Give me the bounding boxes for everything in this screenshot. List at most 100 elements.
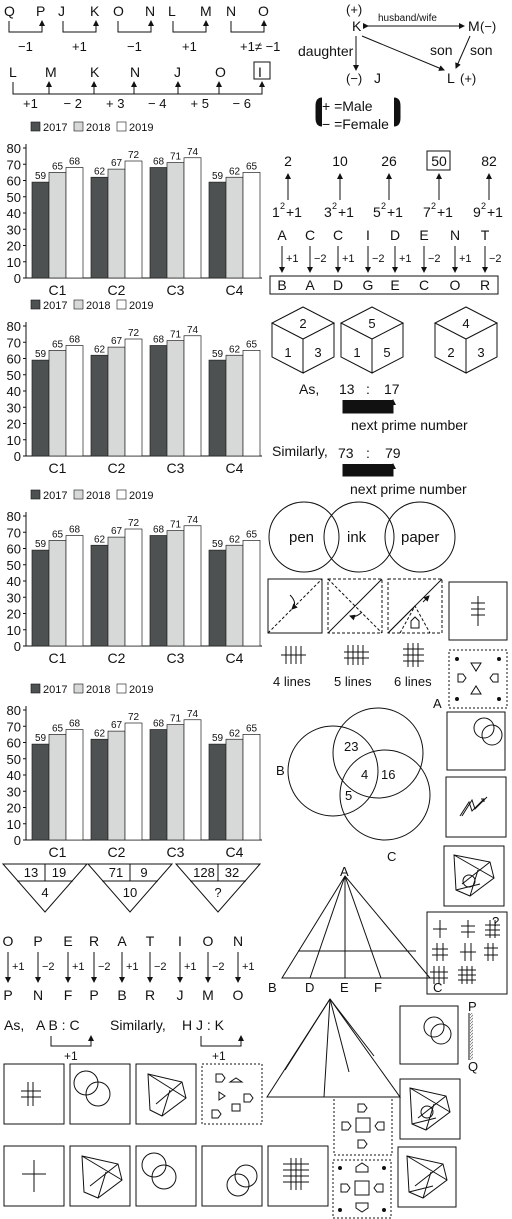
legend-female: − =Female: [322, 116, 389, 132]
k-sign: (+): [346, 2, 362, 17]
shift-label: − 4: [148, 96, 166, 111]
bar: [208, 743, 227, 841]
series-base: 7: [423, 204, 431, 220]
bar-value-label: 65: [52, 529, 64, 540]
series-plus: +1: [286, 204, 302, 220]
bar: [65, 535, 84, 647]
code2-bottom-letter: J: [177, 987, 184, 1003]
bar: [225, 738, 244, 841]
legend-label: 2017: [43, 300, 67, 312]
shift-label: + 5: [191, 96, 209, 111]
code-top-letter: E: [419, 227, 428, 243]
bar-value-label: 59: [35, 349, 47, 360]
legend-swatch: [73, 489, 84, 500]
y-tick-label: 50: [7, 368, 21, 383]
x-tick-label: C1: [49, 460, 67, 476]
cube: 21 3: [270, 306, 336, 374]
tally-6-lines: [403, 643, 424, 667]
prime-c: 73: [338, 445, 354, 461]
triangle-top-right: 32: [225, 865, 239, 880]
shift-arrow: [133, 81, 181, 95]
sequence-letter: O: [215, 64, 226, 80]
cube-face-top: 2: [299, 316, 306, 331]
bar: [31, 181, 50, 279]
legend-label: 2018: [86, 684, 110, 696]
series-plus: +1: [387, 204, 403, 220]
bar-value-label: 68: [69, 525, 81, 536]
code-bottom-letter: C: [419, 277, 429, 293]
similarly-label: Similarly,: [272, 443, 328, 459]
bar: [166, 530, 185, 647]
bar-value-label: 65: [52, 339, 64, 350]
y-tick-label: 40: [7, 574, 21, 589]
x-tick-label: C4: [226, 844, 244, 860]
bar-value-label: 67: [111, 720, 123, 731]
son-arrow-k: [361, 35, 445, 71]
prime-d: 79: [385, 445, 401, 461]
colon-2: :: [366, 445, 370, 461]
code2-op: +1: [242, 961, 255, 973]
bar: [208, 181, 227, 279]
series-plus: +1: [437, 204, 453, 220]
bar-value-label: 65: [52, 161, 64, 172]
sequence-letter: L: [9, 64, 17, 80]
code-bottom-letter: E: [390, 277, 399, 293]
x-tick-label: C4: [226, 650, 244, 666]
y-tick-label: 0: [14, 639, 21, 654]
tri-label-e: E: [340, 980, 349, 995]
bar-value-label: 68: [153, 525, 165, 536]
code-op: +1: [459, 253, 472, 265]
analogy-similarly: Similarly,: [110, 1017, 166, 1033]
triangle-top-left: 71: [109, 865, 123, 880]
bar: [242, 540, 261, 647]
bar: [149, 729, 168, 841]
bar-value-label: 65: [246, 161, 258, 172]
code2-op: +1: [126, 961, 139, 973]
legend-label: 2017: [43, 490, 67, 502]
shift-arrow: [230, 20, 267, 33]
y-tick-label: 0: [14, 271, 21, 286]
y-tick-label: 50: [7, 752, 21, 767]
paper-folding: [267, 578, 443, 634]
y-tick-label: 20: [7, 417, 21, 432]
bar-value-label: 71: [170, 520, 182, 531]
embedded-triangle-figure: [266, 998, 401, 1098]
bar-value-label: 62: [229, 534, 241, 545]
series-base: 9: [473, 204, 481, 220]
y-tick-label: 70: [7, 335, 21, 350]
next-prime-note-1: next prime number: [351, 417, 468, 433]
bar: [208, 549, 227, 647]
x-tick-label: C2: [108, 282, 126, 298]
family-tree: (+) K M (−) husband/wife daughter son so…: [298, 2, 496, 132]
code-mapping-acident: A+1BC−2AC+1DI−2GD+1EE−2CN+1OT−2R: [269, 227, 502, 295]
bar-value-label: 68: [69, 335, 81, 346]
y-tick-label: 70: [7, 157, 21, 172]
bar-value-label: 72: [128, 328, 140, 339]
bar: [31, 743, 50, 841]
series-value: 82: [481, 153, 497, 169]
series-plus: +1: [487, 204, 503, 220]
code2-top-letter: O: [203, 933, 214, 949]
answer-figures-right: [332, 581, 508, 1219]
code2-bottom-letter: M: [202, 987, 214, 1003]
y-tick-label: 20: [7, 607, 21, 622]
venn-label-a: A: [433, 696, 442, 711]
y-tick-label: 30: [7, 400, 21, 415]
bar: [183, 525, 202, 647]
m-sign: (−): [480, 19, 496, 34]
letter-to: O: [258, 3, 269, 19]
code-top-letter: D: [390, 227, 400, 243]
series-exp: 2: [481, 201, 486, 211]
letter-to: P: [36, 3, 45, 19]
tally-grid-question: ?: [492, 914, 499, 929]
code-op: −2: [428, 253, 441, 265]
bar: [31, 549, 50, 647]
bar-value-label: 67: [111, 158, 123, 169]
bar: [124, 338, 143, 457]
y-tick-label: 0: [14, 833, 21, 848]
bar-value-label: 62: [229, 166, 241, 177]
bar-value-label: 74: [187, 515, 199, 526]
prime-b: 17: [384, 381, 400, 397]
cube: 51 5: [339, 306, 405, 374]
